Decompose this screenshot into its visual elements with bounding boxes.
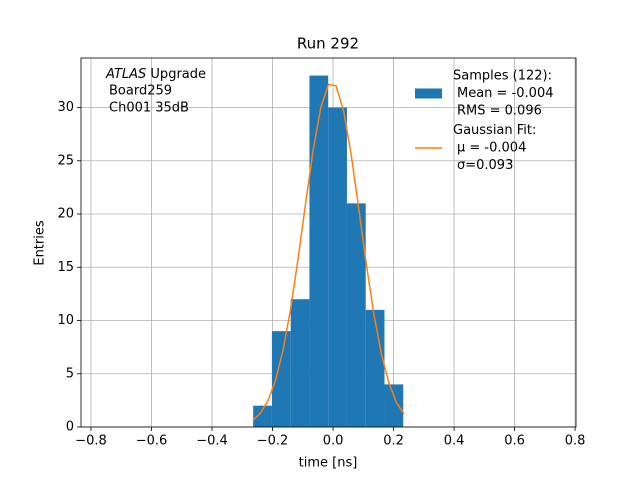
annotation: ATLAS Upgrade: [105, 67, 206, 82]
x-tick-label: 0.2: [383, 434, 404, 449]
legend-label: Gaussian Fit:: [453, 123, 536, 138]
histogram-bar: [271, 331, 291, 427]
x-tick-label: −0.8: [75, 434, 107, 449]
x-tick-label: 0.8: [565, 434, 586, 449]
x-axis-label: time [ns]: [299, 456, 358, 471]
y-tick-label: 5: [66, 366, 74, 381]
histogram-bar: [365, 309, 385, 427]
y-tick-label: 20: [57, 207, 74, 222]
plot-area: [252, 75, 405, 428]
y-tick-label: 10: [57, 313, 74, 328]
legend-label: μ = -0.004: [457, 141, 526, 156]
legend-label: RMS = 0.096: [457, 104, 542, 119]
histogram-bar: [290, 299, 310, 427]
legend-label: σ=0.093: [457, 158, 513, 173]
x-tick-label: −0.2: [257, 434, 289, 449]
annotation-italic: ATLAS: [105, 67, 146, 82]
x-tick-label: 0.0: [323, 434, 344, 449]
x-tick-label: 0.6: [504, 434, 525, 449]
legend-label: Samples (122):: [453, 69, 552, 84]
histogram-bar: [384, 384, 404, 427]
annotation-text: Upgrade: [150, 67, 206, 82]
y-tick-label: 15: [57, 260, 74, 275]
x-tick-label: 0.4: [444, 434, 465, 449]
y-tick-label: 0: [66, 420, 74, 435]
histogram-bar: [309, 75, 329, 428]
histogram-bar: [346, 203, 366, 427]
legend: Samples (122): Mean = -0.004 RMS = 0.096 Ga…: [415, 69, 553, 173]
histogram-bar: [328, 107, 347, 428]
x-tick-label: −0.4: [196, 434, 228, 449]
annotation: Board259: [109, 84, 172, 99]
axes-frame: [80, 57, 577, 428]
y-tick-label: 25: [57, 153, 74, 168]
chart-title: Run 292: [297, 35, 359, 53]
histogram-bar: [253, 405, 272, 427]
annotation: Ch001 35dB: [109, 101, 189, 116]
x-tick-label: −0.6: [136, 434, 168, 449]
y-axis-label: Entries: [33, 220, 48, 266]
legend-swatch: [415, 88, 442, 99]
legend-label: Mean = -0.004: [457, 86, 553, 101]
fit-line: [252, 83, 405, 421]
y-tick-label: 30: [57, 100, 74, 115]
